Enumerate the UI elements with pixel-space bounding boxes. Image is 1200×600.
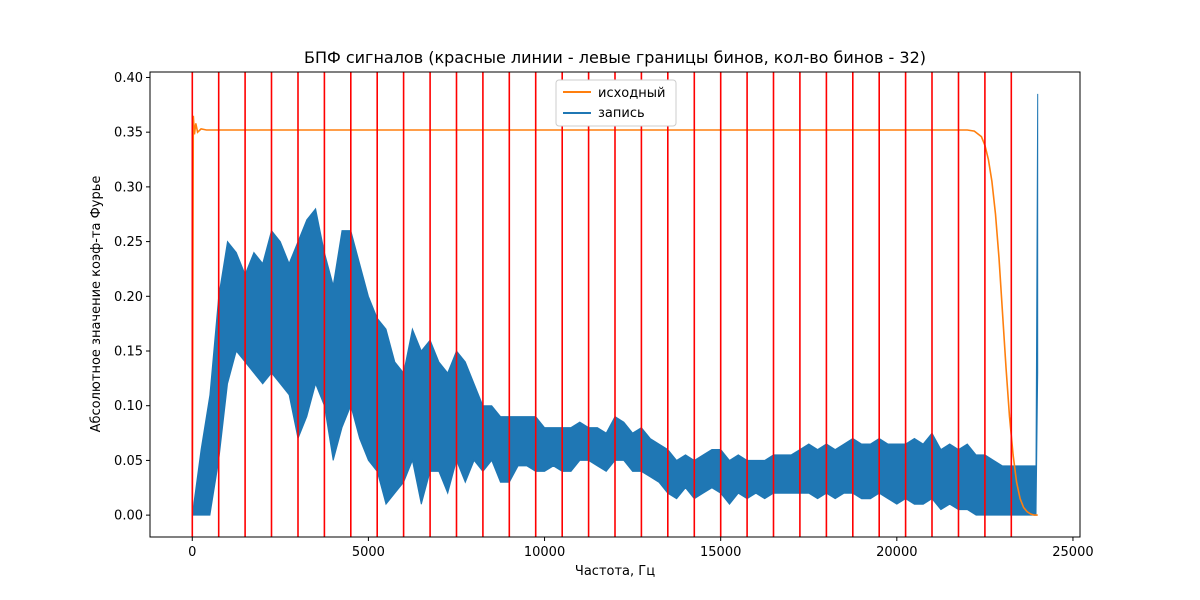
x-tick-label: 25000 xyxy=(1052,545,1093,560)
x-tick-label: 5000 xyxy=(352,545,385,560)
legend-label-recording: запись xyxy=(598,106,645,121)
y-tick-label: 0.00 xyxy=(114,509,143,524)
y-axis-title: Абсолютное значение коэф-та Фурье xyxy=(89,176,104,433)
y-axis: 0.00 0.05 0.10 0.15 0.20 0.25 0.30 0.35 0.40 xyxy=(114,71,150,524)
y-tick-label: 0.25 xyxy=(114,235,143,250)
x-tick-label: 20000 xyxy=(876,545,917,560)
bin-edge-lines xyxy=(191,72,1013,537)
x-tick-label: 10000 xyxy=(524,545,565,560)
y-tick-label: 0.35 xyxy=(114,126,143,141)
chart-title: БПФ сигналов (красные линии - левые гран… xyxy=(304,48,926,67)
x-axis: 0 5000 10000 15000 20000 25000 xyxy=(188,537,1094,560)
x-tick-label: 15000 xyxy=(700,545,741,560)
y-tick-label: 0.15 xyxy=(114,345,143,360)
y-tick-label: 0.10 xyxy=(114,399,143,414)
y-tick-label: 0.20 xyxy=(114,290,143,305)
y-tick-label: 0.30 xyxy=(114,180,143,195)
x-tick-label: 0 xyxy=(188,545,196,560)
y-tick-label: 0.40 xyxy=(114,71,143,86)
y-tick-label: 0.05 xyxy=(114,454,143,469)
legend: исходный запись xyxy=(555,79,677,127)
plot-frame xyxy=(149,71,1081,538)
legend-label-original: исходный xyxy=(598,86,665,101)
x-axis-title: Частота, Гц xyxy=(575,564,655,579)
